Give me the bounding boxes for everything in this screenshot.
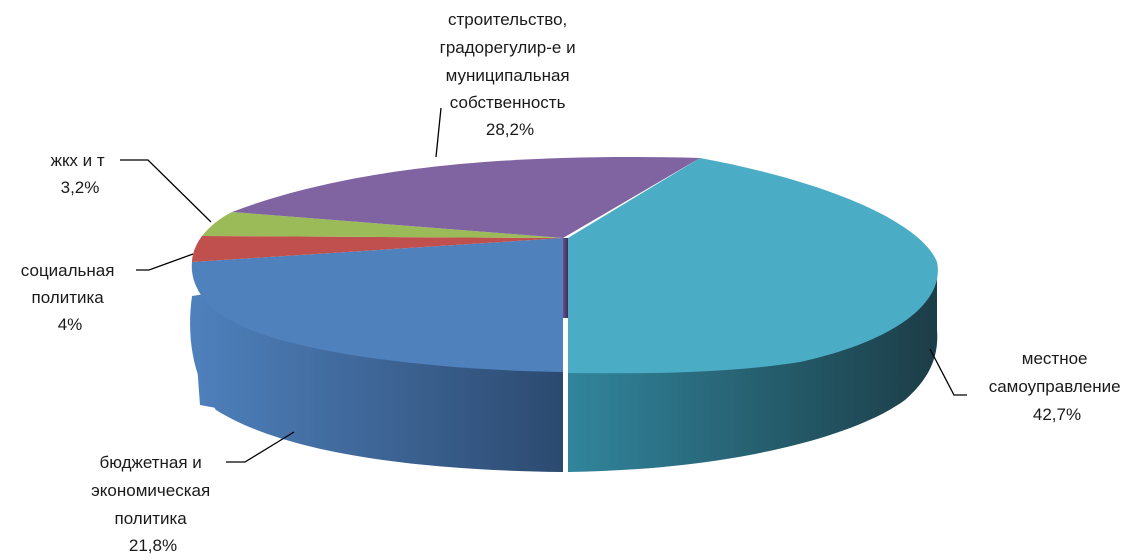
slice-budget-wall [190,296,564,472]
slice-stroit-top [232,157,700,238]
label-zhkh: жкх и т 3,2% [51,151,110,197]
leader-stroit [435,107,442,158]
slice-budget-top [191,238,563,372]
slice-mestnoe-top [568,158,938,374]
slice-zhkh-top [202,212,563,238]
label-budget: бюджетная и экономическая политика 21,8% [91,453,215,555]
slice-stroit-gap-wall [563,238,568,318]
label-stroit: строительство, градорегулир-е и муниципа… [440,10,581,139]
slice-mestnoe-wall [568,238,938,472]
leader-zhkh [120,159,212,223]
label-mestnoe: местное самоуправление 42,7% [989,349,1126,424]
leader-mestnoe [929,348,967,396]
leader-social [136,253,194,271]
slice-social-top [192,236,563,262]
label-social: социальная политика 4% [21,261,119,334]
leader-budget [226,431,295,463]
